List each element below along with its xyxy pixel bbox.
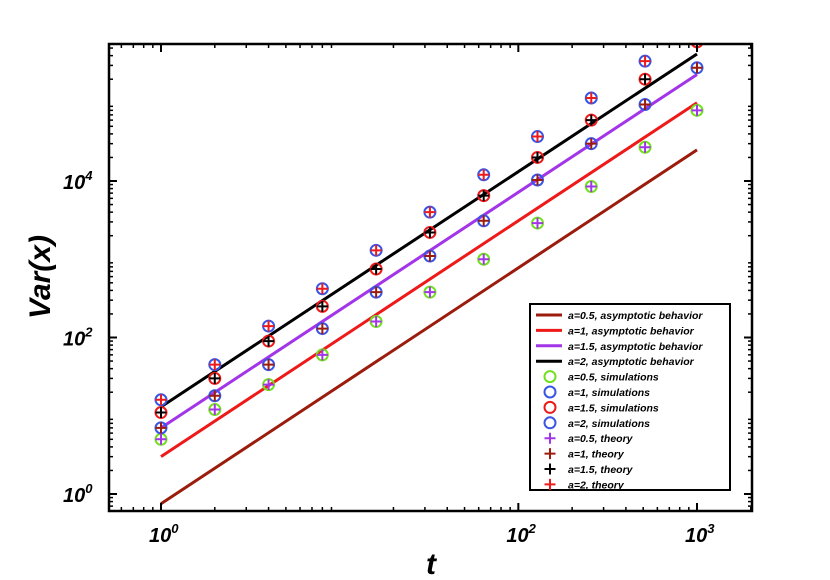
theory-point-1-3	[316, 323, 328, 335]
asymptote-line-1	[160, 101, 698, 458]
theory-point-3-2	[263, 320, 275, 332]
x-tick-label: 100	[149, 521, 179, 547]
legend-plus-swatch	[544, 448, 556, 460]
x-tick-label: 102	[506, 521, 536, 547]
theory-point-0-1	[209, 404, 221, 416]
axes-layer: 100 102 103 100 102 104 t Var(x)	[24, 42, 754, 580]
theory-point-1-8	[585, 138, 597, 150]
legend-entry-label: a=2, simulations	[568, 418, 650, 430]
y-tick-label: 102	[63, 325, 93, 351]
theory-point-3-6	[478, 169, 490, 181]
y-tick-label: 100	[63, 481, 93, 507]
theory-point-1-9	[639, 98, 651, 110]
theory-point-1-0	[155, 422, 167, 434]
theory-point-1-2	[263, 359, 275, 371]
legend-plus-swatch	[544, 478, 556, 490]
theory-point-0-7	[531, 217, 543, 229]
theory-point-2-5	[424, 226, 436, 238]
legend-plus-swatch	[544, 432, 556, 444]
theory-point-0-2	[263, 379, 275, 391]
theory-point-2-9	[639, 73, 651, 85]
legend-entry-label: a=0.5, simulations	[568, 372, 659, 384]
theory-point-0-5	[424, 286, 436, 298]
theory-point-3-5	[424, 206, 436, 218]
theory-point-3-3	[316, 283, 328, 295]
theory-point-3-0	[155, 394, 167, 406]
legend-entry-label: a=0.5, theory	[568, 433, 634, 445]
theory-point-3-4	[370, 244, 382, 256]
theory-point-0-6	[478, 253, 490, 265]
theory-point-1-5	[424, 250, 436, 262]
theory-point-0-10	[691, 104, 703, 116]
theory-point-2-1	[209, 372, 221, 384]
legend-entry-label: a=1.5, theory	[568, 464, 634, 476]
x-axis-title: t	[426, 548, 438, 580]
legend-circle-swatch	[543, 385, 557, 399]
theory-point-3-9	[639, 55, 651, 67]
simulation-point-3-10	[692, 19, 703, 30]
theory-point-0-9	[639, 141, 651, 153]
theory-point-2-6	[478, 190, 490, 202]
legend-entry-label: a=1.5, simulations	[568, 402, 659, 414]
theory-point-1-1	[209, 390, 221, 402]
x-tick-label: 103	[685, 521, 715, 547]
theory-point-2-2	[263, 335, 275, 347]
theory-point-3-7	[531, 131, 543, 143]
theory-point-3-8	[585, 92, 597, 104]
theory-point-0-8	[585, 181, 597, 193]
legend-entry-label: a=1, theory	[568, 449, 625, 461]
legend-entry-label: a=2, asymptotic behavior	[568, 356, 695, 368]
theory-point-3-10	[692, 19, 703, 30]
legend-circle-swatch	[543, 400, 557, 414]
theory-point-0-3	[316, 349, 328, 361]
asymptote-line-0	[160, 148, 698, 506]
theory-point-1-4	[370, 286, 382, 298]
theory-point-1-6	[478, 215, 490, 227]
series-layer	[154, 19, 704, 506]
legend-plus-swatch	[544, 463, 556, 475]
legend-circle-swatch	[543, 370, 557, 384]
legend-entry-label: a=1, simulations	[568, 387, 650, 399]
legend-entry-label: a=2, theory	[568, 479, 625, 491]
theory-point-1-7	[531, 174, 543, 186]
theory-point-3-1	[209, 359, 221, 371]
legend: a=0.5, asymptotic behavior a=1, asymptoti…	[529, 303, 731, 491]
legend-box	[529, 303, 731, 491]
legend-entry-label: a=1, asymptotic behavior	[568, 325, 695, 337]
theory-point-2-3	[316, 300, 328, 312]
y-tick-label: 104	[63, 168, 93, 194]
plot-frame	[107, 42, 754, 513]
y-axis-title: Var(x)	[24, 235, 57, 319]
theory-point-1-10	[691, 62, 703, 74]
theory-point-2-0	[155, 407, 167, 419]
legend-entry-label: a=1.5, asymptotic behavior	[568, 341, 703, 353]
theory-point-2-4	[370, 263, 382, 275]
legend-entry-label: a=0.5, asymptotic behavior	[568, 310, 703, 322]
legend-circle-swatch	[543, 416, 557, 430]
theory-point-2-7	[531, 151, 543, 163]
theory-point-2-8	[585, 114, 597, 126]
theory-point-0-4	[370, 316, 382, 328]
theory-point-0-0	[155, 433, 167, 445]
